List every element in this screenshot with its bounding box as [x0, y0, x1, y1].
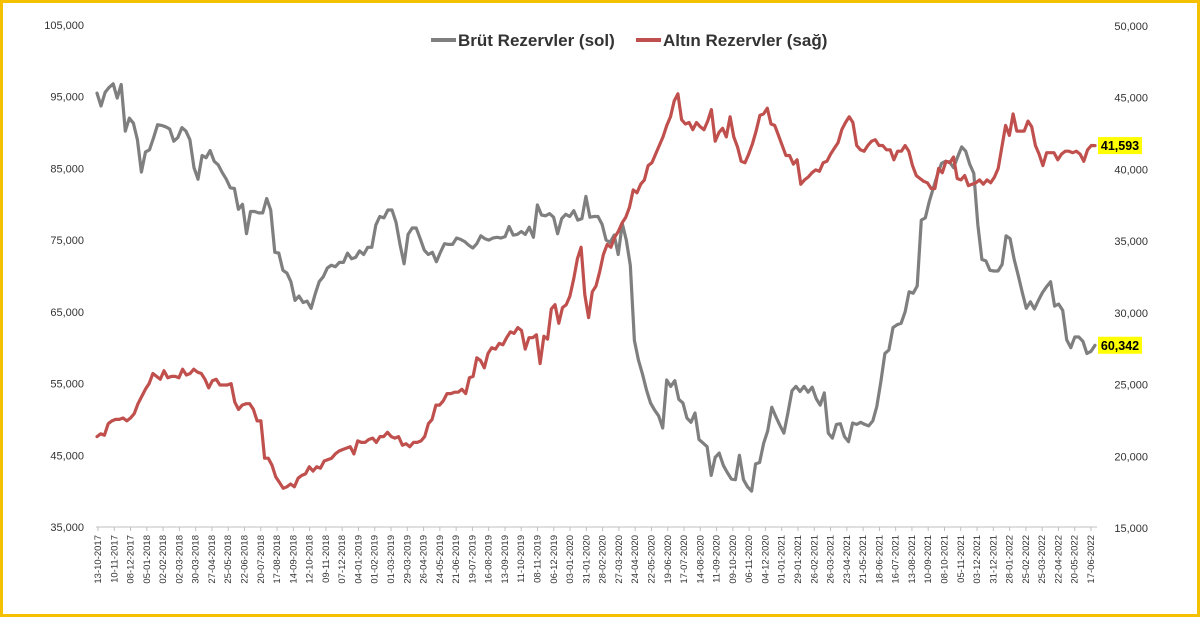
x-axis-tick-label: 25-02-2022	[1021, 535, 1032, 584]
x-axis-tick-label: 10-11-2017	[109, 535, 120, 583]
end-label-gold-reserves: 41,593	[1101, 139, 1139, 153]
x-axis-tick-label: 19-07-2019	[467, 535, 478, 584]
x-axis-tick-label: 14-09-2018	[288, 535, 299, 584]
right-axis-tick-label: 45,000	[1114, 93, 1148, 105]
left-axis-tick-label: 75,000	[50, 235, 84, 247]
left-axis-tick-label: 95,000	[50, 92, 84, 104]
x-axis-tick-label: 31-01-2020	[581, 535, 592, 584]
x-axis: 13-10-2017 10-11-2017 08-12-2017 05-01-2018…	[93, 527, 1097, 584]
legend-label-gold-reserves: Altın Rezervler (sağ)	[663, 31, 827, 50]
x-axis-tick-label: 21-06-2019	[451, 535, 462, 584]
x-axis-tick-label: 17-06-2022	[1086, 535, 1097, 584]
x-axis-tick-label: 31-12-2021	[988, 535, 999, 584]
x-axis-tick-label: 20-07-2018	[256, 535, 267, 584]
x-axis-tick-label: 11-09-2020	[712, 535, 723, 583]
right-axis-tick-label: 25,000	[1114, 380, 1148, 392]
x-axis-tick-label: 08-12-2017	[126, 535, 137, 584]
x-axis-tick-label: 06-11-2020	[744, 535, 755, 583]
left-axis-tick-label: 65,000	[50, 307, 84, 319]
end-label-gross-reserves: 60,342	[1101, 339, 1139, 353]
x-axis-tick-label: 22-05-2020	[646, 535, 657, 584]
end-label-box	[1098, 137, 1142, 155]
left-axis-tick-label: 45,000	[50, 450, 84, 462]
x-axis-tick-label: 17-08-2018	[272, 535, 283, 584]
end-labels: 60,342 41,593	[1098, 137, 1142, 354]
x-axis-tick-label: 03-12-2021	[972, 535, 983, 584]
x-axis-tick-label: 18-06-2021	[874, 535, 885, 584]
x-axis-tick-label: 25-05-2018	[223, 535, 234, 584]
x-axis-tick-label: 01-02-2019	[370, 535, 381, 584]
right-axis-tick-label: 40,000	[1114, 164, 1148, 176]
x-axis-tick-label: 27-04-2018	[207, 535, 218, 584]
x-axis-tick-label: 22-06-2018	[240, 535, 251, 584]
x-axis-tick-label: 08-11-2019	[533, 535, 544, 583]
x-axis-tick-label: 21-05-2021	[858, 535, 869, 584]
x-axis-tick-label: 29-03-2019	[402, 535, 413, 584]
x-axis-tick-label: 24-04-2020	[630, 535, 641, 584]
right-axis-tick-label: 20,000	[1114, 451, 1148, 463]
x-axis-tick-label: 04-01-2019	[353, 535, 364, 584]
x-axis-tick-label: 30-03-2018	[191, 535, 202, 584]
x-axis-tick-label: 04-12-2020	[760, 535, 771, 584]
legend-label-gross-reserves: Brüt Rezervler (sol)	[458, 31, 615, 50]
x-axis-tick-label: 02-02-2018	[158, 535, 169, 584]
left-axis-tick-label: 55,000	[50, 379, 84, 391]
x-axis-tick-label: 05-11-2021	[956, 535, 967, 583]
right-axis-tick-label: 15,000	[1114, 523, 1148, 535]
x-axis-tick-label: 03-01-2020	[565, 535, 576, 584]
series-lines	[95, 82, 1097, 493]
x-axis-tick-label: 13-10-2017	[93, 535, 104, 584]
x-axis-tick-label: 26-03-2021	[826, 535, 837, 584]
end-label-box	[1098, 336, 1142, 354]
left-axis-tick-label: 105,000	[44, 20, 84, 32]
left-axis: 35,000 45,000 55,000 65,000 75,000 85,000 95,0…	[44, 20, 84, 534]
x-axis-tick-label: 26-02-2021	[809, 535, 820, 584]
x-axis-tick-label: 17-07-2020	[679, 535, 690, 584]
x-axis-tick-label: 25-03-2022	[1037, 535, 1048, 584]
x-axis-tick-label: 16-07-2021	[891, 535, 902, 584]
legend: Brüt Rezervler (sol) Altın Rezervler (sa…	[431, 31, 827, 50]
x-axis-tick-label: 19-06-2020	[663, 535, 674, 584]
series-line-gold-reserves	[95, 92, 1097, 490]
x-axis-tick-label: 22-04-2022	[1053, 535, 1064, 584]
x-axis-tick-label: 09-10-2020	[728, 535, 739, 584]
x-axis-tick-label: 13-09-2019	[500, 535, 511, 584]
x-axis-tick-label: 20-05-2022	[1070, 535, 1081, 584]
x-axis-tick-label: 23-04-2021	[842, 535, 853, 584]
x-axis-tick-label: 29-01-2021	[793, 535, 804, 584]
x-axis-tick-label: 06-12-2019	[549, 535, 560, 584]
x-axis-tick-label: 28-01-2022	[1005, 535, 1016, 584]
x-axis-tick-label: 11-10-2019	[516, 535, 527, 583]
x-axis-tick-label: 27-03-2020	[614, 535, 625, 584]
x-axis-tick-label: 10-09-2021	[923, 535, 934, 584]
right-axis-tick-label: 35,000	[1114, 236, 1148, 248]
x-axis-tick-label: 01-01-2021	[777, 535, 788, 584]
x-axis-tick-label: 07-12-2018	[337, 535, 348, 584]
x-axis-tick-label: 13-08-2021	[907, 535, 918, 584]
right-axis: 15,000 20,000 25,000 30,000 35,000 40,000 45,0…	[1114, 21, 1148, 535]
x-axis-tick-label: 08-10-2021	[939, 535, 950, 584]
x-axis-tick-label: 05-01-2018	[142, 535, 153, 584]
x-axis-tick-label: 16-08-2019	[484, 535, 495, 584]
x-axis-tick-label: 09-11-2018	[321, 535, 332, 583]
x-axis-tick-label: 12-10-2018	[305, 535, 316, 584]
left-axis-tick-label: 35,000	[50, 522, 84, 534]
x-axis-tick-label: 01-03-2019	[386, 535, 397, 584]
right-axis-tick-label: 30,000	[1114, 308, 1148, 320]
left-axis-tick-label: 85,000	[50, 163, 84, 175]
x-axis-tick-label: 14-08-2020	[695, 535, 706, 584]
series-line-gross-reserves	[95, 82, 1097, 493]
x-axis-tick-label: 02-03-2018	[174, 535, 185, 584]
x-axis-tick-label: 26-04-2019	[419, 535, 430, 584]
x-axis-tick-label: 28-02-2020	[598, 535, 609, 584]
right-axis-tick-label: 50,000	[1114, 21, 1148, 33]
x-axis-tick-label: 24-05-2019	[435, 535, 446, 584]
